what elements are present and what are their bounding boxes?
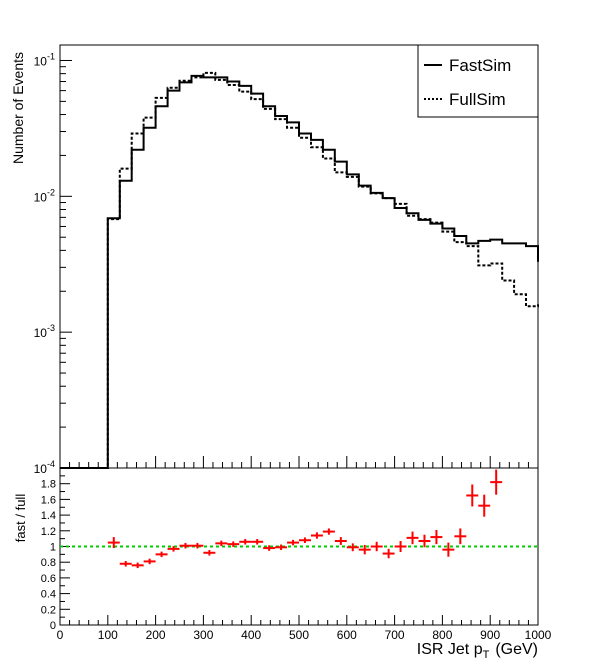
ratio-point	[382, 548, 395, 559]
main-y-tick-exponent: -3	[47, 323, 55, 333]
ratio-point	[478, 494, 491, 517]
x-axis: 0 100 200 300 400 500 600 700 800 900 1000	[57, 456, 552, 642]
ratio-point	[287, 539, 299, 546]
main-y-tick-exponent: -4	[47, 459, 55, 469]
main-y-tick-label: 10-3	[34, 323, 55, 340]
series-fullsim-line	[60, 71, 539, 469]
ratio-plot-frame	[59, 467, 539, 626]
main-y-tick-base: 10	[34, 190, 48, 204]
main-y-tick-label: 10-1	[34, 51, 55, 68]
ratio-point	[143, 558, 156, 565]
ratio-point	[370, 541, 383, 552]
legend-fastsim-label: FastSim	[449, 56, 511, 75]
x-tick-label: 200	[146, 628, 166, 642]
ratio-y-axis: 0 0.2 0.4 0.6 0.8 1 1.2 1.4 1.6 1.8	[41, 475, 70, 632]
ratio-point	[490, 469, 503, 495]
x-axis-label-main: ISR Jet p	[417, 641, 483, 658]
ratio-y-tick-label: 1.2	[41, 526, 56, 538]
ratio-point	[215, 540, 228, 547]
ratio-y-tick-label: 1.8	[41, 479, 56, 491]
main-y-tick-exponent: -1	[47, 51, 55, 61]
x-tick-label: 700	[385, 628, 405, 642]
ratio-panel: 00.20.40.60.811.21.41.61.8 0 100 200 300 400…	[13, 456, 552, 661]
ratio-point	[466, 484, 479, 507]
main-y-axis: 10-110-210-310-4	[34, 51, 72, 476]
ratio-point	[358, 544, 371, 555]
ratio-point	[263, 545, 276, 551]
ratio-y-tick-label: 0.2	[41, 604, 56, 616]
main-y-axis-label: Number of Events	[10, 52, 26, 164]
x-tick-label: 900	[480, 628, 500, 642]
ratio-point	[107, 537, 120, 549]
ratio-point	[155, 551, 168, 558]
main-series-group	[60, 71, 539, 469]
x-tick-label: 800	[432, 628, 452, 642]
x-axis-label: ISR Jet pT (GeV)	[417, 641, 538, 661]
x-tick-label: 1000	[525, 628, 552, 642]
ratio-y-tick-label: 0.6	[41, 573, 56, 585]
x-tick-label: 300	[193, 628, 213, 642]
ratio-point	[394, 541, 407, 552]
x-tick-label: 500	[289, 628, 309, 642]
ratio-point	[119, 561, 132, 567]
ratio-point	[251, 539, 264, 545]
x-tick-label: 400	[241, 628, 261, 642]
ratio-point	[131, 562, 144, 569]
x-tick-label: 0	[57, 628, 64, 642]
main-y-tick-base: 10	[34, 326, 48, 340]
ratio-point	[442, 542, 455, 557]
ratio-point	[346, 543, 359, 552]
ratio-point	[334, 537, 347, 545]
ratio-y-tick-label: 1.4	[41, 510, 56, 522]
ratio-point	[322, 528, 335, 535]
main-panel: 10-110-210-310-4 Number of Events FastSi…	[10, 44, 539, 476]
ratio-point	[167, 546, 180, 552]
ratio-point	[430, 530, 443, 545]
x-tick-label: 600	[337, 628, 357, 642]
ratio-point	[310, 532, 323, 539]
ratio-y-tick-label: 0.8	[41, 557, 56, 569]
ratio-point	[203, 550, 216, 556]
main-y-tick-exponent: -2	[47, 187, 55, 197]
main-y-tick-base: 10	[34, 54, 48, 68]
ratio-point	[239, 539, 252, 545]
ratio-y-tick-label: 1	[50, 542, 56, 554]
legend: FastSim FullSim	[417, 44, 539, 118]
ratio-point	[418, 534, 431, 548]
x-tick-label: 100	[98, 628, 118, 642]
main-y-tick-label: 10-2	[34, 187, 55, 204]
ratio-y-tick-label: 0.4	[41, 589, 56, 601]
ratio-points-group	[107, 469, 503, 569]
ratio-y-axis-label: fast / full	[13, 494, 28, 543]
main-y-tick-base: 10	[34, 462, 48, 476]
ratio-point	[406, 531, 419, 545]
ratio-point	[275, 544, 288, 551]
ratio-point	[227, 541, 240, 547]
legend-box	[417, 44, 539, 118]
ratio-point	[299, 537, 311, 543]
ratio-point	[179, 542, 192, 549]
main-y-tick-label: 10-4	[34, 459, 55, 476]
x-axis-label-unit: (GeV)	[495, 641, 538, 658]
x-axis-label-subscript: T	[483, 649, 490, 661]
ratio-y-tick-label: 0	[50, 620, 56, 632]
ratio-point	[191, 542, 204, 549]
ratio-point	[454, 528, 467, 545]
ratio-y-tick-label: 1.6	[41, 494, 56, 506]
legend-fullsim-label: FullSim	[449, 90, 506, 109]
